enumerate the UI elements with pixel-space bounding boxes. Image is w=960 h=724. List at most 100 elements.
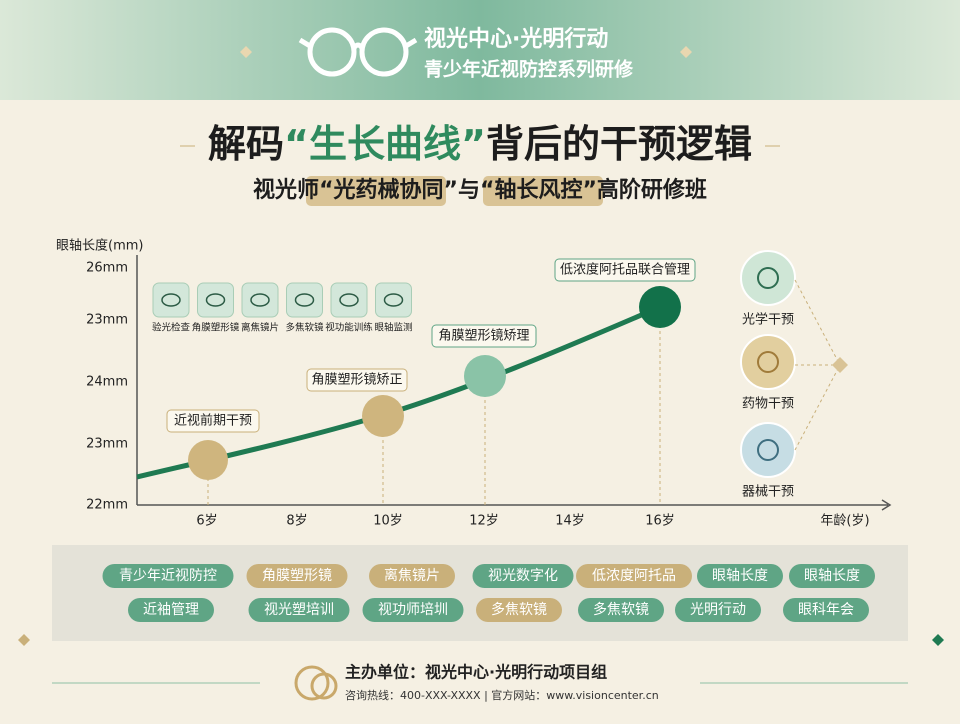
milestone-box: [306, 368, 408, 392]
subtitle-part: “光药械协同”: [319, 178, 458, 203]
tag-pill: [362, 598, 464, 622]
milestone-label: 角膜塑形镜矫正: [311, 373, 402, 388]
subtitle-part: 高阶研修班: [597, 177, 707, 203]
decor: [18, 634, 30, 646]
tool-icon: [330, 282, 368, 318]
subtitle-part: “轴长风控”: [480, 177, 597, 203]
tool-label: 视功能训练: [325, 322, 373, 334]
subtitle-part: 与: [458, 178, 480, 203]
tag-pill: [675, 598, 761, 622]
tag-pill: [783, 598, 869, 622]
tag-pill: [697, 564, 783, 588]
tag-pill: [472, 564, 574, 588]
tool-label: 验光检查: [152, 322, 191, 334]
connector: [794, 279, 841, 366]
tag-pill: [246, 564, 348, 588]
highlight: [483, 176, 603, 206]
milestone-label: 近视前期干预: [174, 413, 252, 429]
intervention-label: 药物干预: [742, 397, 794, 412]
tag-label: 多焦软镜: [491, 601, 547, 618]
tag-pill: [789, 564, 875, 588]
x-tick-label: 12岁: [469, 514, 499, 529]
tag-label: 多焦软镜: [593, 601, 649, 618]
tag-pill: [369, 564, 455, 588]
tool-label: 角膜塑形镜: [192, 322, 240, 334]
x-tick-label: 14岁: [555, 514, 585, 529]
tool-icon: [197, 282, 234, 318]
y-tick-label: 23mm: [86, 437, 128, 452]
intervention-glyph: [757, 351, 779, 373]
y-tick-label: 23mm: [86, 313, 128, 328]
milestone-dot: [464, 355, 506, 397]
tool-glyph: [205, 293, 226, 307]
tag-label: 眼轴长度: [712, 568, 768, 584]
tool-label: 多焦软镜: [285, 322, 324, 334]
intervention-glyph: [757, 267, 779, 289]
tag-label: 角膜塑形镜: [262, 568, 332, 584]
intervention-icon: [740, 334, 796, 390]
tag-pill: [102, 564, 234, 588]
title-bg: [195, 120, 765, 172]
x-axis-label: 年龄(岁): [820, 514, 869, 529]
tag-pill: [476, 598, 562, 622]
footer-logo: [294, 665, 338, 701]
tool-glyph: [339, 293, 359, 307]
connector: [794, 364, 841, 451]
milestone-dot: [639, 286, 681, 328]
hub: [832, 357, 848, 373]
y-axis-label: 眼轴长度(mm): [56, 238, 143, 254]
title: 解码“生长曲线”背后的干预逻辑: [208, 122, 752, 166]
y-tick-label: 26mm: [86, 261, 128, 276]
header-band: [0, 0, 960, 100]
tool-glyph: [161, 293, 181, 307]
tool-icon: [152, 282, 190, 318]
chart-layer: 26mm 23mm 24mm 23mm 22mm 6岁 8岁 10岁 12岁 14岁 16岁 近视前期…: [86, 250, 796, 529]
milestone-label: 低浓度阿托品联合管理: [560, 262, 690, 278]
tag-label: 视光塑培训: [264, 602, 334, 618]
tool-icon: [375, 282, 412, 318]
tag-label: 视光数字化: [488, 568, 558, 584]
tag-label: 近袖管理: [143, 602, 199, 618]
title-part: “生长曲线”: [284, 122, 486, 166]
tag-label: 离焦镜片: [384, 567, 440, 584]
decor: [932, 634, 944, 646]
tag-label: 眼科年会: [798, 602, 854, 618]
tool-icon: [286, 282, 323, 318]
intervention-icon: [740, 250, 796, 306]
y-tick-label: 22mm: [86, 498, 128, 513]
y-tick-label: 24mm: [86, 375, 128, 390]
subtitle-part: 视光师: [253, 177, 319, 203]
subtitle: 视光师“光药械协同”与“轴长风控”高阶研修班: [253, 177, 707, 203]
organizer: 主办单位：视光中心·光明行动项目组: [345, 663, 607, 682]
milestone-box: [431, 324, 537, 348]
highlight: [306, 176, 446, 206]
milestone-box: [554, 258, 696, 282]
x-tick-label: 6岁: [196, 514, 217, 529]
tag-pill: [576, 564, 692, 588]
tag-label: 光明行动: [690, 602, 746, 618]
tag-pill: [128, 598, 214, 622]
x-tick-label: 8岁: [286, 514, 307, 529]
intervention-icon: [740, 422, 796, 478]
tag-panel: [52, 545, 908, 641]
x-tick-label: 10岁: [373, 514, 403, 529]
intervention-glyph: [757, 439, 779, 461]
title-part: 背后的干预逻辑: [486, 122, 752, 166]
glasses-icon: [298, 27, 418, 77]
x-axis: [137, 499, 892, 511]
milestone-dot: [362, 395, 404, 437]
tag-pill: [578, 598, 664, 622]
contact: 咨询热线：400-XXX-XXXX | 官方网站：www.visioncente…: [345, 688, 659, 702]
x-tick-label: 16岁: [645, 514, 675, 529]
title-part: 解码: [208, 122, 284, 166]
tag-pill: [248, 598, 350, 622]
milestone-dot: [188, 440, 228, 480]
brand: 视光中心·光明行动: [424, 26, 608, 52]
intervention-label: 光学干预: [742, 312, 794, 328]
tag-label: 青少年近视防控: [119, 568, 217, 584]
tool-glyph: [294, 293, 315, 307]
header-subtitle: 青少年近视防控系列研修: [424, 58, 634, 81]
tag-label: 视功师培圳: [378, 602, 448, 618]
milestone-label: 角膜塑形镜矫理: [438, 329, 529, 344]
tool-glyph: [383, 293, 404, 307]
